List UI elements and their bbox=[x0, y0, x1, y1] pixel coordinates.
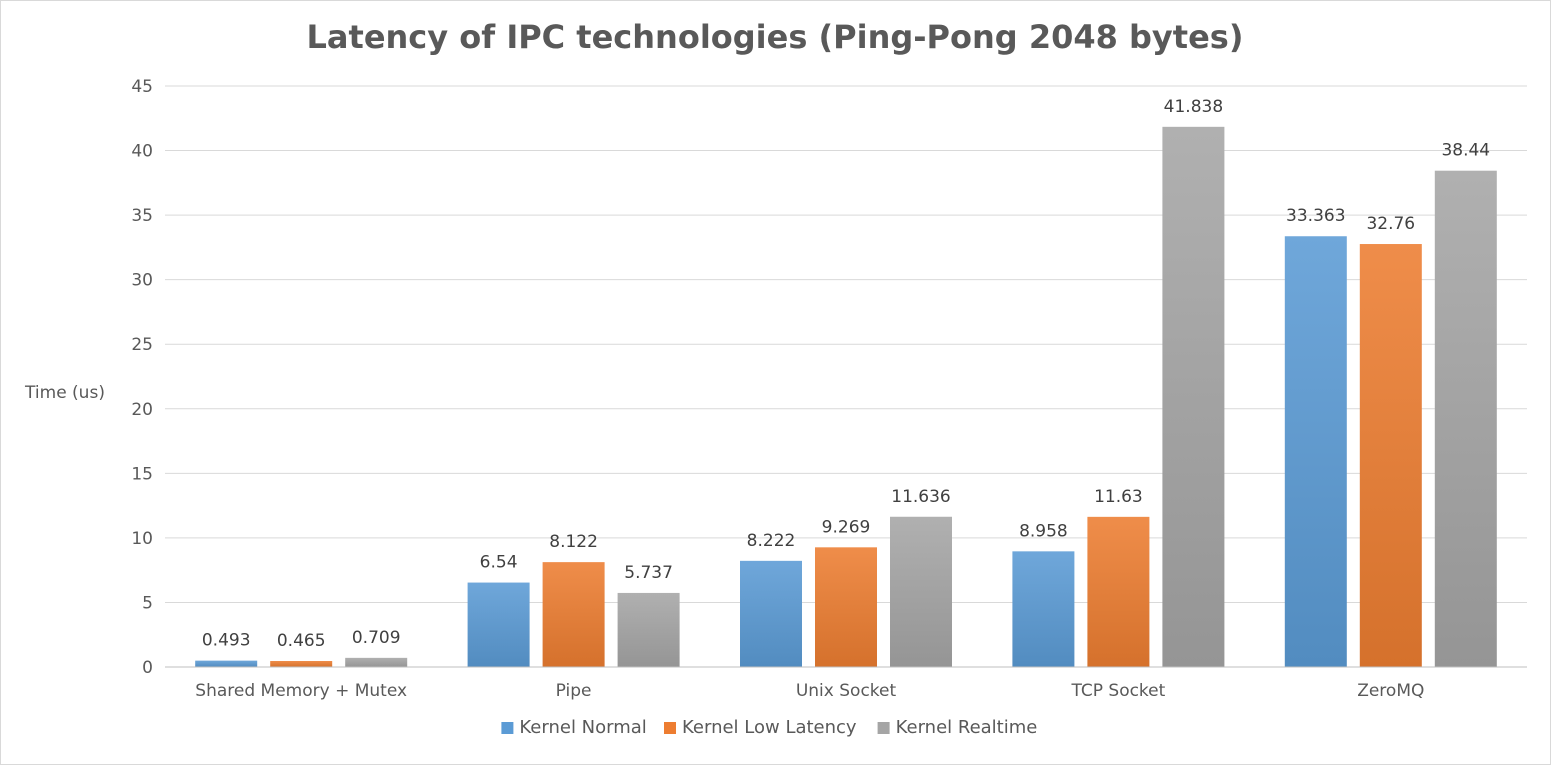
legend-label: Kernel Realtime bbox=[896, 717, 1038, 738]
x-axis-ticks: Shared Memory + Mutex Pipe Unix Socket TCP … bbox=[195, 681, 1424, 701]
bar bbox=[345, 657, 408, 667]
data-label: 32.76 bbox=[1366, 214, 1415, 234]
legend-swatch bbox=[501, 722, 514, 734]
legend-swatch bbox=[877, 722, 890, 734]
y-tick-label: 20 bbox=[131, 400, 153, 420]
data-label: 0.465 bbox=[277, 631, 326, 651]
data-label: 5.737 bbox=[624, 563, 673, 583]
data-labels: 0.493 0.465 0.709 6.54 8.122 5.737 8.222 9.269 1… bbox=[202, 97, 1490, 651]
legend-swatch bbox=[664, 722, 676, 734]
legend-entry: Kernel Normal bbox=[501, 717, 647, 738]
bar bbox=[1012, 551, 1075, 667]
y-tick-label: 10 bbox=[131, 529, 153, 549]
y-tick-label: 0 bbox=[142, 658, 153, 678]
y-tick-label: 30 bbox=[131, 271, 153, 291]
bars bbox=[195, 126, 1497, 668]
legend-label: Kernel Normal bbox=[519, 717, 646, 738]
y-tick-label: 5 bbox=[142, 593, 153, 613]
bar bbox=[617, 592, 680, 667]
data-label: 41.838 bbox=[1164, 97, 1223, 117]
y-tick-label: 15 bbox=[131, 464, 153, 484]
data-label: 11.636 bbox=[891, 487, 950, 507]
data-label: 0.493 bbox=[202, 631, 251, 651]
legend: Kernel Normal Kernel Low Latency Kernel Re… bbox=[501, 717, 1037, 738]
bar bbox=[195, 660, 258, 667]
legend-label: Kernel Low Latency bbox=[682, 717, 857, 738]
x-tick-label: Unix Socket bbox=[796, 681, 897, 701]
legend-entry: Kernel Realtime bbox=[877, 717, 1038, 738]
chart-title: Latency of IPC technologies (Ping-Pong 2… bbox=[307, 18, 1244, 56]
bar bbox=[467, 582, 530, 667]
y-axis-label: Time (us) bbox=[24, 383, 105, 403]
data-label: 8.958 bbox=[1019, 521, 1068, 541]
data-label: 6.54 bbox=[480, 553, 518, 573]
x-tick-label: Shared Memory + Mutex bbox=[195, 681, 407, 701]
bar bbox=[1284, 236, 1347, 668]
y-tick-label: 25 bbox=[131, 335, 153, 355]
y-tick-label: 35 bbox=[131, 206, 153, 226]
x-tick-label: ZeroMQ bbox=[1357, 681, 1424, 701]
bar bbox=[1434, 170, 1497, 667]
data-label: 8.122 bbox=[549, 532, 598, 552]
bar bbox=[542, 562, 605, 667]
legend-entry: Kernel Low Latency bbox=[664, 717, 857, 738]
data-label: 9.269 bbox=[822, 517, 871, 537]
bar bbox=[815, 547, 877, 667]
y-tick-label: 45 bbox=[131, 77, 153, 97]
y-axis-ticks: 0 5 10 15 20 25 30 35 40 45 bbox=[131, 77, 153, 678]
data-label: 33.363 bbox=[1286, 206, 1345, 226]
bar bbox=[1359, 244, 1422, 668]
bar bbox=[1087, 516, 1150, 667]
bar bbox=[270, 660, 333, 667]
bar bbox=[740, 560, 802, 667]
y-tick-label: 40 bbox=[131, 142, 153, 162]
bar bbox=[890, 516, 952, 667]
x-tick-label: Pipe bbox=[556, 681, 592, 701]
data-label: 11.63 bbox=[1094, 487, 1143, 507]
bar bbox=[1162, 126, 1225, 667]
data-label: 8.222 bbox=[747, 531, 796, 551]
data-label: 38.44 bbox=[1441, 141, 1490, 161]
x-tick-label: TCP Socket bbox=[1070, 681, 1165, 701]
data-label: 0.709 bbox=[352, 628, 401, 648]
